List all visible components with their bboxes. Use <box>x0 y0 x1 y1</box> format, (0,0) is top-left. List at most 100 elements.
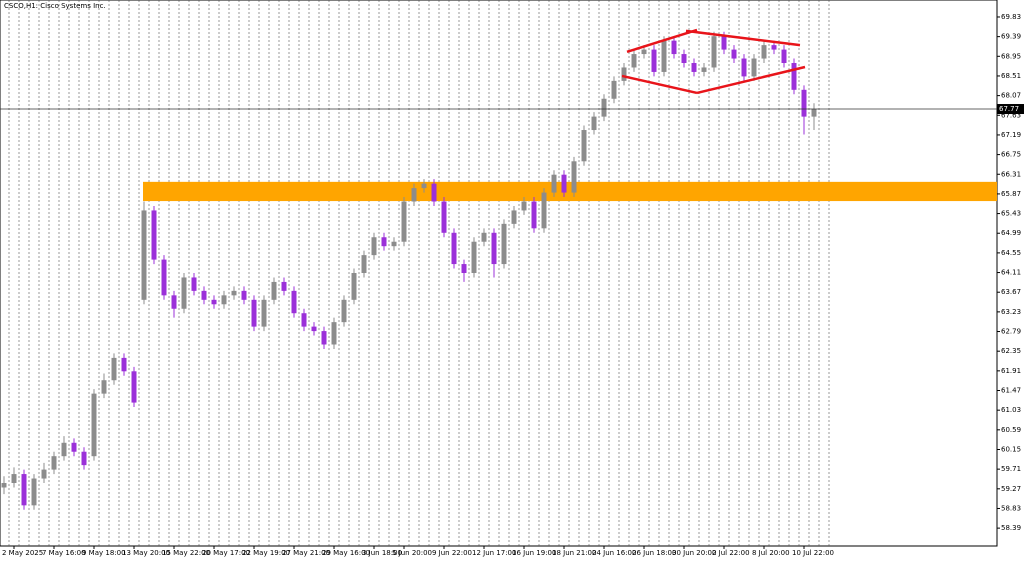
candle-body <box>81 451 87 466</box>
candle-body <box>291 290 297 314</box>
candle-body <box>541 192 547 229</box>
candle-body <box>41 469 47 479</box>
x-tick-label: 24 Jun 16:00 <box>592 549 636 557</box>
y-tick-label: 65.43 <box>1001 210 1021 218</box>
y-tick-label: 61.03 <box>1001 406 1021 414</box>
y-tick-label: 64.99 <box>1001 229 1021 237</box>
candle-body <box>351 273 357 300</box>
candle-body <box>631 54 637 68</box>
candle-body <box>401 201 407 242</box>
x-tick-label: 30 Jun 20:00 <box>672 549 716 557</box>
candle-body <box>691 63 697 72</box>
candle-body <box>331 322 337 345</box>
candle-body <box>651 49 657 72</box>
y-tick-label: 60.59 <box>1001 426 1021 434</box>
x-tick-label: 22 May 19:00 <box>242 549 290 557</box>
candle-body <box>591 116 597 131</box>
candle-body <box>171 295 177 309</box>
trendline <box>685 29 801 47</box>
candle-body <box>271 281 277 300</box>
candle-body <box>681 54 687 63</box>
candle-body <box>281 281 287 291</box>
x-tick-label: 27 May 21:00 <box>282 549 330 557</box>
candle-body <box>141 210 147 300</box>
x-tick-label: 13 May 20:00 <box>122 549 170 557</box>
candle-body <box>611 80 617 99</box>
candle-body <box>311 326 317 332</box>
trendline <box>696 65 806 95</box>
candle-body <box>11 474 17 483</box>
x-tick-label: 9 Jun 22:00 <box>432 549 472 557</box>
candle-body <box>21 474 27 506</box>
x-tick-label: 20 May 17:00 <box>202 549 250 557</box>
y-tick-label: 64.11 <box>1001 269 1021 277</box>
candle-body <box>371 237 377 256</box>
y-tick-label: 62.35 <box>1001 347 1021 355</box>
candle-body <box>111 357 117 381</box>
candle-body <box>191 277 197 291</box>
zone <box>143 181 997 202</box>
candle-body <box>131 371 137 403</box>
y-tick-label: 63.23 <box>1001 308 1021 316</box>
candle-body <box>741 58 747 77</box>
candle-body <box>261 299 267 327</box>
candle-body <box>51 456 57 470</box>
candle-body <box>31 478 37 506</box>
y-tick-label: 67.63 <box>1001 111 1021 119</box>
candle-body <box>731 49 737 59</box>
y-tick-label: 61.91 <box>1001 367 1021 375</box>
x-tick-label: 2 May 2025 <box>2 549 43 557</box>
candle-body <box>91 393 97 457</box>
candle-body <box>561 174 567 193</box>
y-tick-label: 66.31 <box>1001 170 1021 178</box>
y-tick-label: 68.95 <box>1001 52 1021 60</box>
y-tick-label: 59.71 <box>1001 465 1021 473</box>
y-tick-label: 68.07 <box>1001 92 1021 100</box>
candle-body <box>461 264 467 273</box>
y-tick-label: 69.83 <box>1001 13 1021 21</box>
trendline <box>621 74 698 95</box>
candle-body <box>621 67 627 81</box>
candle-body <box>501 223 507 265</box>
candle-body <box>201 290 207 300</box>
candle-body <box>241 290 247 300</box>
y-tick-label: 59.27 <box>1001 485 1021 493</box>
candle-body <box>181 277 187 309</box>
y-tick-label: 60.15 <box>1001 445 1021 453</box>
candle-body <box>521 201 527 211</box>
candle-body <box>781 49 787 63</box>
candle-body <box>791 63 797 90</box>
candle-body <box>471 241 477 273</box>
x-tick-label: 7 May 16:00 <box>42 549 86 557</box>
candle-body <box>161 259 167 296</box>
trendline <box>626 28 698 54</box>
chart-title: CSCO,H1: Cisco Systems Inc. <box>4 2 106 10</box>
price-label-bg <box>997 104 1024 115</box>
x-tick-label: 15 May 22:00 <box>162 549 210 557</box>
x-tick-label: 5 Jun 20:00 <box>392 549 432 557</box>
candle-body <box>571 161 577 193</box>
candle-body <box>381 237 387 247</box>
y-tick-label: 62.79 <box>1001 328 1021 336</box>
candle-body <box>581 130 587 162</box>
candle-body <box>511 210 517 224</box>
candle-body <box>751 58 757 77</box>
y-tick-label: 58.83 <box>1001 504 1021 512</box>
candle-body <box>801 89 807 117</box>
candle-body <box>701 67 707 72</box>
y-tick-label: 66.75 <box>1001 151 1021 159</box>
candle-body <box>411 188 417 202</box>
x-tick-label: 26 Jun 18:00 <box>632 549 676 557</box>
candle-body <box>771 45 777 50</box>
candle-body <box>641 49 647 55</box>
candle-body <box>121 357 127 372</box>
x-tick-label: 16 Jun 19:00 <box>512 549 556 557</box>
candle-body <box>221 295 227 305</box>
x-tick-label: 10 Jul 22:00 <box>792 549 834 557</box>
y-tick-label: 63.67 <box>1001 288 1021 296</box>
candle-body <box>441 201 447 233</box>
x-tick-label: 18 Jun 21:00 <box>552 549 596 557</box>
y-tick-label: 65.87 <box>1001 190 1021 198</box>
